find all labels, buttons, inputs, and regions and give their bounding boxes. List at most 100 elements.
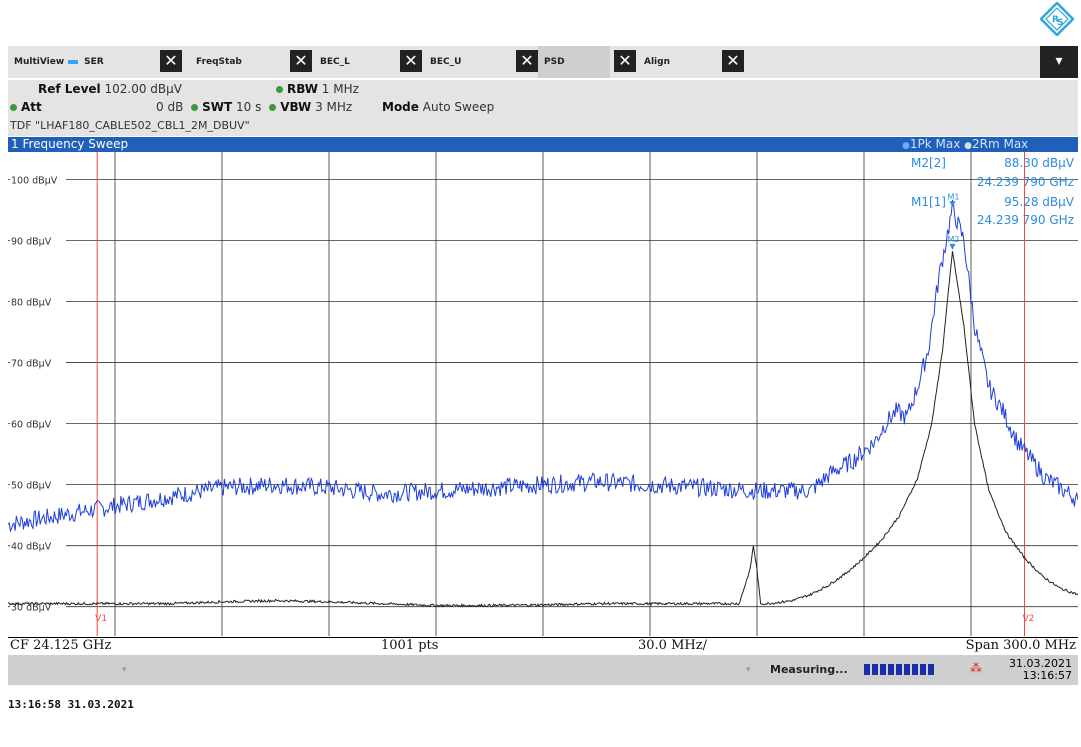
y-tick-label: 70 dBµV xyxy=(11,359,52,370)
close-icon[interactable]: ✕ xyxy=(722,50,744,72)
trace-2-rms-max xyxy=(8,251,1078,608)
tab-align[interactable]: Align xyxy=(638,46,718,78)
tab-indicator-icon xyxy=(68,60,79,64)
per-division: 30.0 MHz/ xyxy=(638,638,707,653)
sweep-points[interactable]: 1001 pts xyxy=(381,638,439,653)
marker-tag: M2 xyxy=(947,235,959,244)
trace-legend: ●1Pk Max ●2Rm Max xyxy=(902,137,1028,151)
att-value-group[interactable]: 0 dB SWT 10 s VBW 3 MHz xyxy=(156,100,352,114)
svg-text:R: R xyxy=(1052,15,1059,25)
vbw-value: 3 MHz xyxy=(315,100,353,114)
menu-dropdown-icon[interactable]: ▾ xyxy=(1040,46,1078,78)
vbw-label: VBW xyxy=(280,100,312,114)
y-tick-bg xyxy=(10,477,66,491)
chevron-down-icon[interactable]: ▾ xyxy=(746,665,751,675)
trace2-icon: ● xyxy=(964,141,972,151)
mode-label: Mode xyxy=(382,100,419,114)
tab-label: BEC_L xyxy=(320,57,350,67)
plot-footer: CF 24.125 GHz 1001 pts 30.0 MHz/ Span 30… xyxy=(8,637,1078,655)
tab-label: BEC_U xyxy=(430,57,462,67)
tab-bec-l[interactable]: BEC_L xyxy=(314,46,394,78)
rbw-label: RBW xyxy=(287,82,318,96)
y-tick-label: 90 dBµV xyxy=(11,236,52,247)
svg-text:S: S xyxy=(1057,18,1063,28)
spectrum-plot[interactable]: 100 dBµV 90 dBµV 80 dBµV 70 dBµV 60 dBµV 50 d… xyxy=(8,152,1078,636)
trace2-label: 2Rm Max xyxy=(972,137,1029,151)
coupled-indicator-icon xyxy=(191,104,199,111)
rbw-setting[interactable]: RBW 1 MHz xyxy=(276,82,359,96)
swt-value: 10 s xyxy=(236,100,262,114)
tab-bar: MultiView SER ✕ FreqStab ✕ BEC_L ✕ BEC_U… xyxy=(8,46,1078,78)
ref-level-value: 102.00 dBµV xyxy=(104,82,182,96)
ref-level-setting[interactable]: Ref Level 102.00 dBµV xyxy=(38,82,182,96)
m1-label: M1[1] xyxy=(911,195,946,209)
y-axis-labels: 100 dBµV 90 dBµV 80 dBµV 70 dBµV 60 dBµV 50 d… xyxy=(10,172,66,614)
diagram-title-bar[interactable]: 1 Frequency Sweep ●1Pk Max ●2Rm Max xyxy=(8,137,1078,152)
mode-setting[interactable]: Mode Auto Sweep xyxy=(382,100,494,114)
tab-label-ser: SER xyxy=(84,57,104,67)
tab-label: Align xyxy=(644,57,670,67)
coupled-indicator-icon xyxy=(10,104,17,111)
close-icon[interactable]: ✕ xyxy=(516,50,538,72)
marker-tag: M1 xyxy=(947,192,959,201)
close-icon[interactable]: ✕ xyxy=(160,50,182,72)
trace1-icon: ● xyxy=(902,141,910,151)
y-tick-label: 30 dBµV xyxy=(11,603,52,614)
y-tick-bg xyxy=(10,172,66,186)
mode-value: Auto Sweep xyxy=(422,100,495,114)
y-tick-label: 80 dBµV xyxy=(11,298,52,309)
span-frequency[interactable]: Span 300.0 MHz xyxy=(965,638,1076,653)
tab-freqstab[interactable]: FreqStab xyxy=(190,46,286,78)
m2-label: M2[2] xyxy=(911,156,946,170)
measuring-status: Measuring... xyxy=(770,663,848,676)
tab-psd[interactable]: PSD xyxy=(538,46,610,78)
m2-frequency: 24.239 790 GHz xyxy=(977,175,1074,189)
tdf-label: TDF "LHAF180_CABLE502_CBL1_2M_DBUV" xyxy=(10,119,250,132)
diagram-title: 1 Frequency Sweep xyxy=(11,137,129,151)
att-setting[interactable]: Att xyxy=(10,100,42,114)
close-icon[interactable]: ✕ xyxy=(614,50,636,72)
tab-bec-u[interactable]: BEC_U xyxy=(424,46,504,78)
chevron-down-icon[interactable]: ▾ xyxy=(122,665,127,675)
y-tick-bg xyxy=(10,355,66,369)
y-tick-bg xyxy=(10,599,66,613)
marker-readout: M2[2] 88.30 dBµV 24.239 790 GHz M1[1] 95… xyxy=(911,156,1075,227)
close-icon[interactable]: ✕ xyxy=(290,50,312,72)
center-frequency[interactable]: CF 24.125 GHz xyxy=(10,638,112,653)
marker-triangle-icon xyxy=(949,201,956,208)
display-lines: V1 V2 xyxy=(95,152,1034,636)
status-bar: ▾ ▾ Measuring... ⁂ 31.03.2021 13:16:57 xyxy=(8,655,1078,685)
screenshot-timestamp: 13:16:58 31.03.2021 xyxy=(8,698,134,711)
m2-level: 88.30 dBµV xyxy=(1004,156,1075,170)
y-tick-bg xyxy=(10,416,66,430)
y-tick-label: 40 dBµV xyxy=(11,542,52,553)
marker-triangle-icon xyxy=(949,243,956,250)
att-value: 0 dB xyxy=(156,100,184,114)
att-label: Att xyxy=(21,100,42,114)
y-tick-label: 50 dBµV xyxy=(11,481,52,492)
status-date: 31.03.2021 xyxy=(1009,657,1072,670)
tab-multiview-ser[interactable]: MultiView SER ✕ xyxy=(8,46,182,78)
y-tick-label: 60 dBµV xyxy=(11,420,52,431)
rbw-value: 1 MHz xyxy=(321,82,359,96)
plot-grid xyxy=(8,152,1078,636)
swt-label: SWT xyxy=(202,100,233,114)
display-line-label: V2 xyxy=(1023,614,1035,624)
y-tick-bg xyxy=(10,538,66,552)
ref-level-label: Ref Level xyxy=(38,82,101,96)
coupled-indicator-icon xyxy=(276,86,283,93)
network-icon[interactable]: ⁂ xyxy=(970,661,982,675)
marker-symbols: M1 M2 xyxy=(947,192,959,250)
coupled-indicator-icon xyxy=(269,104,277,111)
tab-label-multiview: MultiView xyxy=(14,57,65,67)
tab-label: FreqStab xyxy=(196,57,242,67)
settings-panel: Ref Level 102.00 dBµV RBW 1 MHz Att 0 dB… xyxy=(8,80,1078,136)
y-tick-bg xyxy=(10,294,66,308)
y-tick-label: 100 dBµV xyxy=(11,175,58,186)
status-time: 13:16:57 xyxy=(1022,669,1072,682)
close-icon[interactable]: ✕ xyxy=(400,50,422,72)
display-line-label: V1 xyxy=(95,614,107,624)
rs-logo-icon: R S xyxy=(1040,2,1074,36)
trace-1-peak-max xyxy=(8,199,1078,533)
trace1-label: 1Pk Max xyxy=(909,137,961,151)
